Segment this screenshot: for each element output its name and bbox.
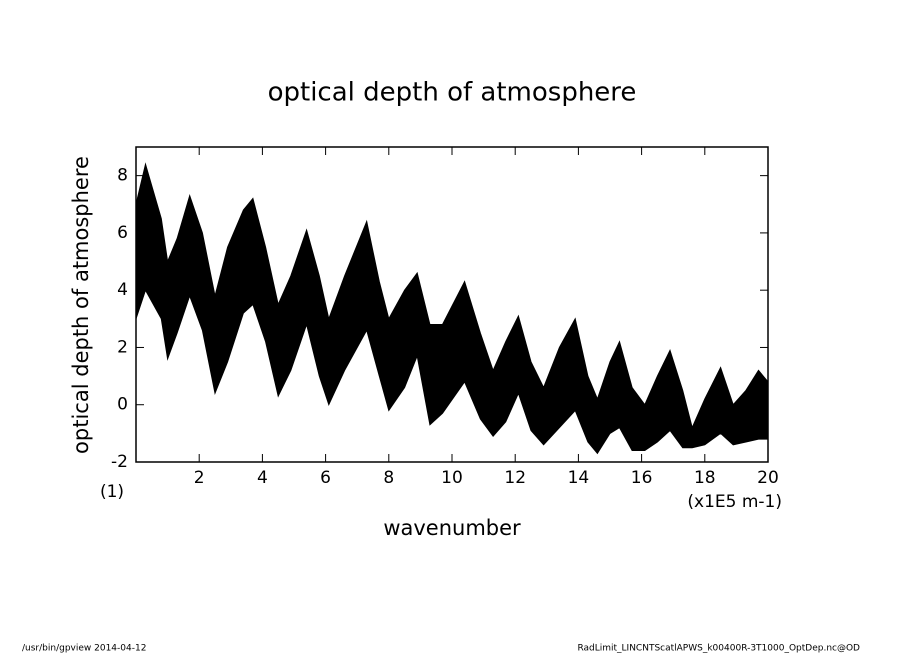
footer-left: /usr/bin/gpview 2014-04-12 [22, 644, 146, 654]
y-tick-label: 6 [117, 223, 128, 243]
chart-title: optical depth of atmosphere [268, 78, 637, 108]
x-axis-label: wavenumber [383, 516, 521, 540]
y-tick-label: -2 [111, 452, 128, 472]
x-tick-label: 12 [504, 468, 526, 488]
x-tick-label: 8 [383, 468, 394, 488]
x-tick-label: 4 [257, 468, 268, 488]
x-tick-label: 6 [320, 468, 331, 488]
y-unit: (1) [100, 482, 124, 502]
x-tick-label: 14 [568, 468, 590, 488]
x-tick-label: 2 [194, 468, 205, 488]
x-tick-label: 20 [757, 468, 779, 488]
y-tick-label: 4 [117, 280, 128, 300]
y-tick-label: 8 [117, 166, 128, 186]
y-tick-label: 2 [117, 337, 128, 357]
band-area [135, 162, 769, 455]
x-tick-label: 16 [631, 468, 653, 488]
footer-right: RadLimit_LINCNTScatlAPWS_k00400R-3T1000_… [577, 644, 860, 654]
y-axis-label: optical depth of atmosphere [69, 156, 93, 454]
y-tick-label: 0 [117, 395, 128, 415]
x-unit: (x1E5 m-1) [687, 492, 782, 512]
x-tick-label: 18 [694, 468, 716, 488]
x-tick-label: 10 [441, 468, 463, 488]
